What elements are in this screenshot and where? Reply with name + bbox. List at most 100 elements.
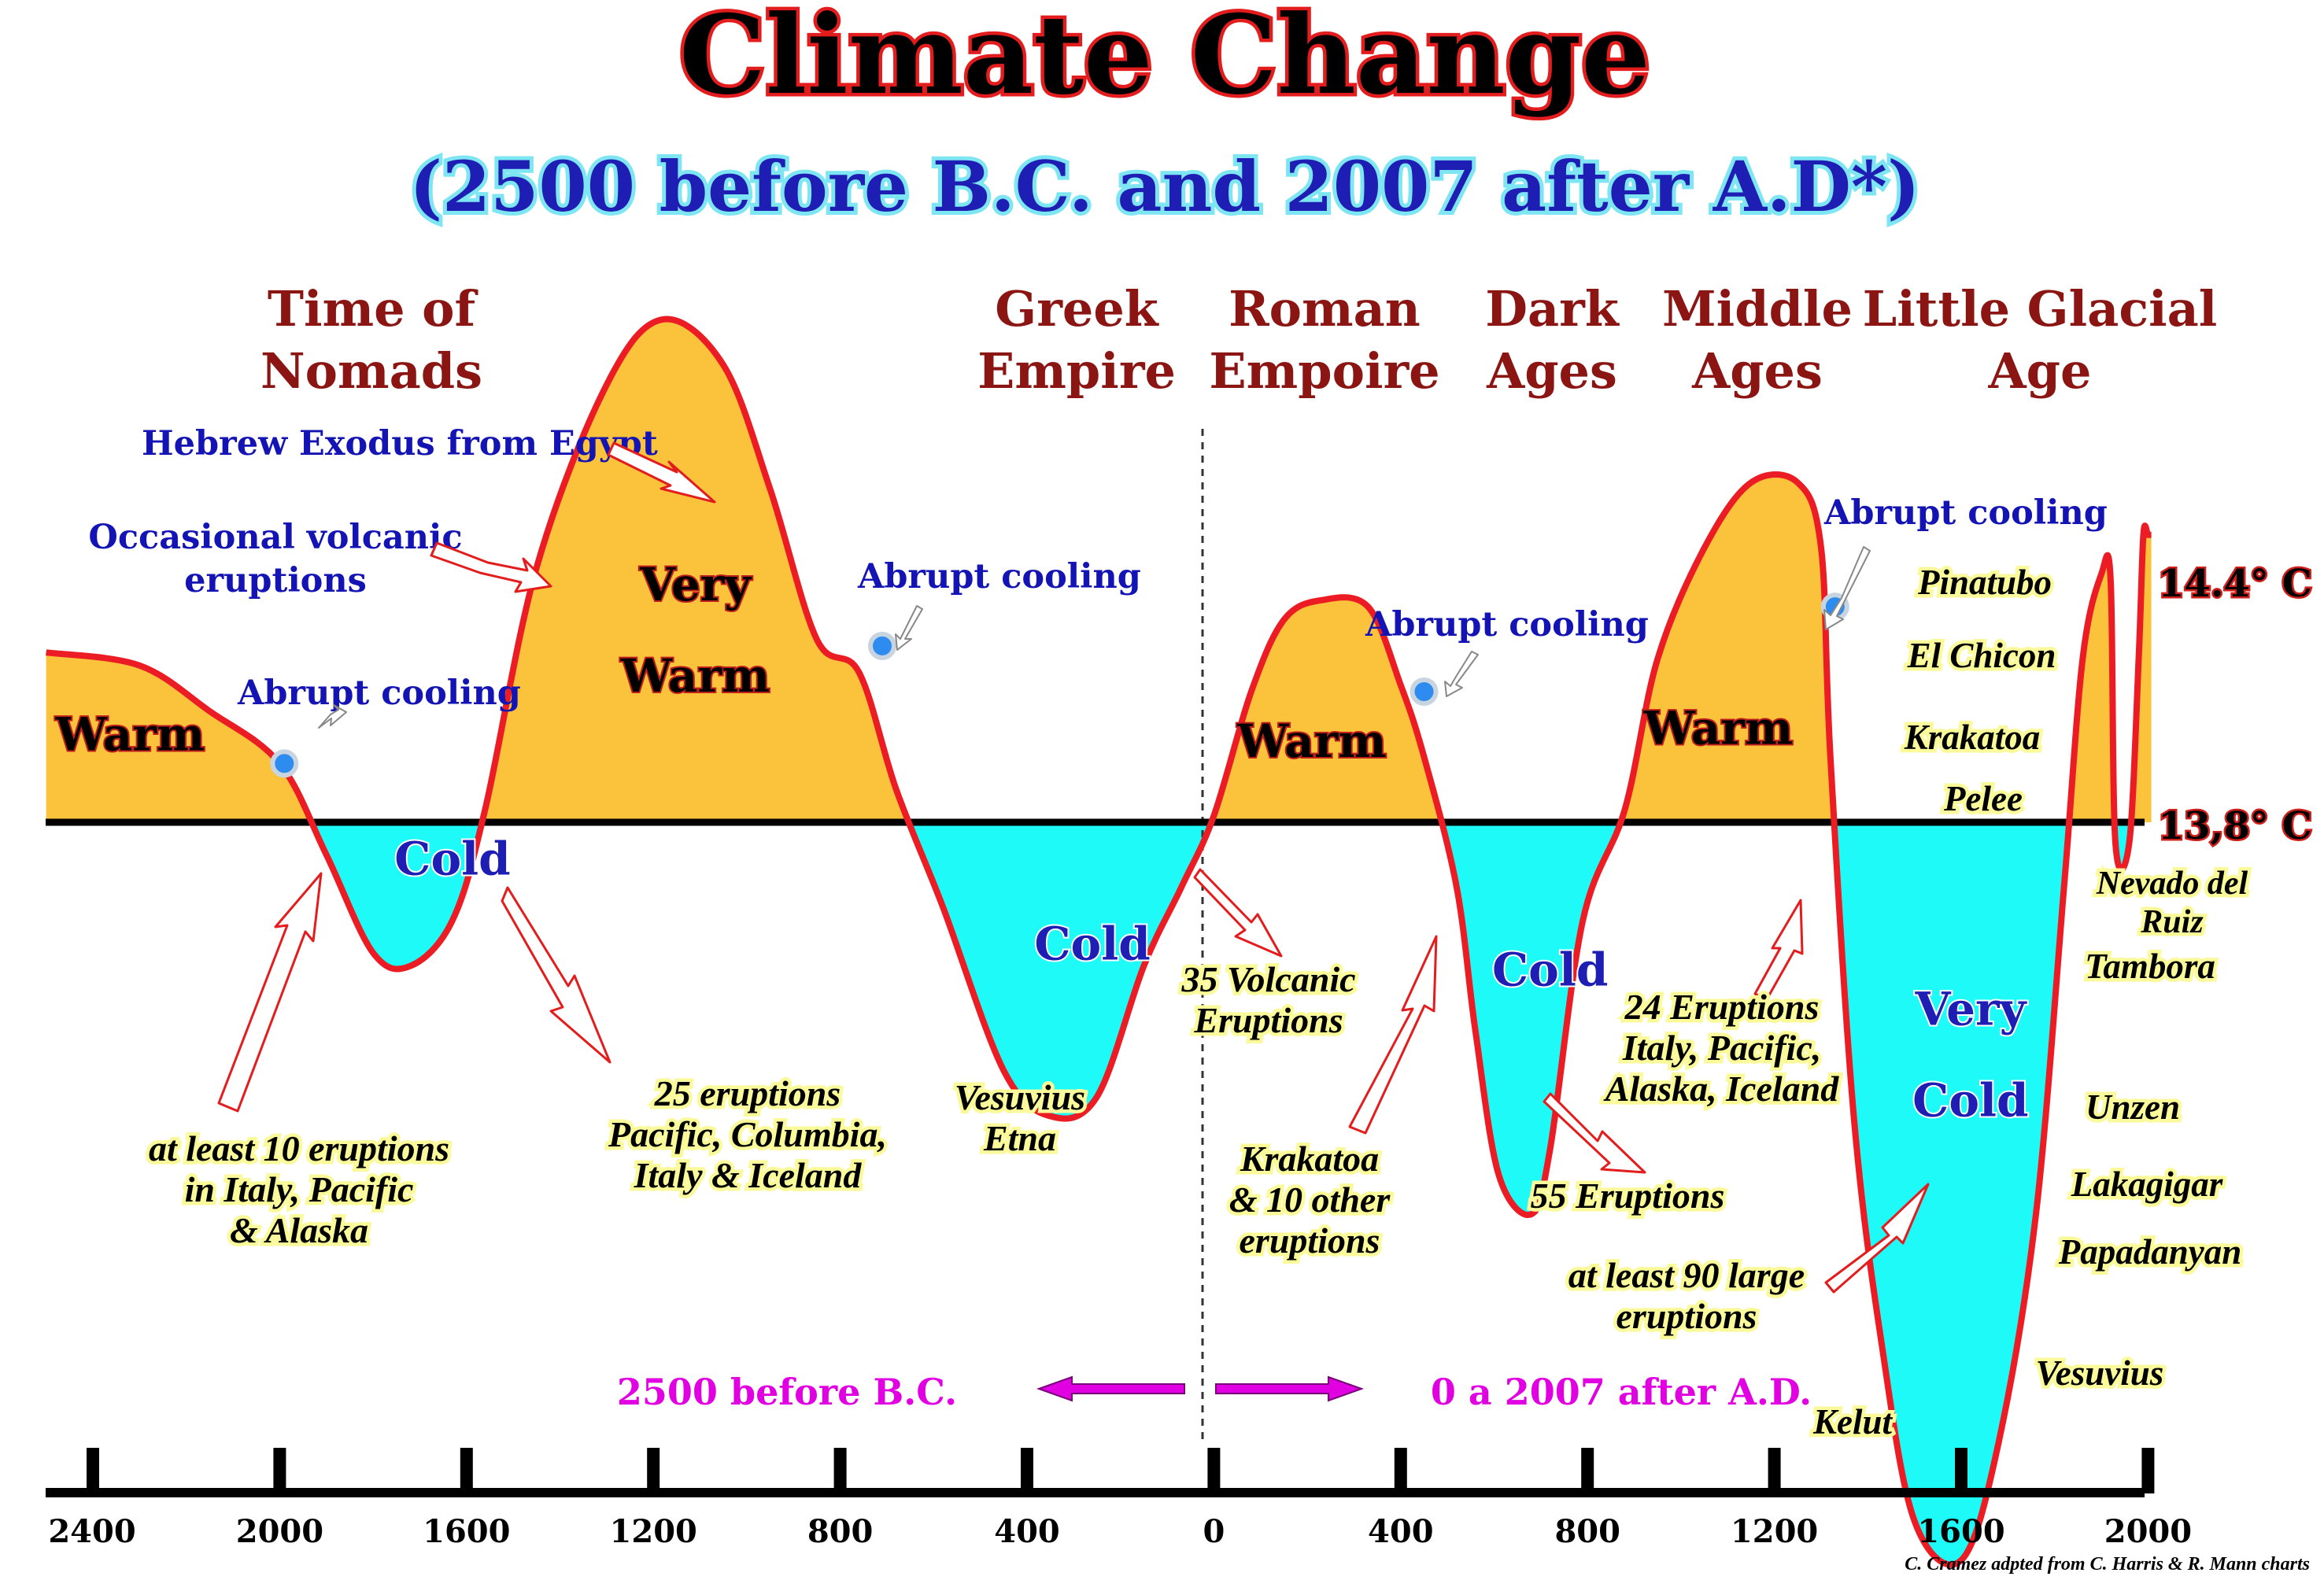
arrow-24-eruptions (1753, 899, 1804, 1001)
era-roman-line1: Roman (1229, 280, 1421, 338)
note-24-eruptions-line2: Italy, Pacific, (1622, 1028, 1821, 1068)
region-label-warm-5: Warm (1236, 714, 1387, 768)
x-tick-9 (1768, 1448, 1781, 1493)
volcano-vesuvius: Vesuvius (2036, 1353, 2164, 1393)
arrow-cooling-4 (1823, 546, 1871, 630)
x-tick-8 (1581, 1448, 1594, 1493)
abrupt-cooling-label-1: Abrupt cooling (237, 674, 521, 713)
region-label-cold-6: Cold (1492, 943, 1608, 997)
x-tick-6 (1207, 1448, 1221, 1493)
arrow-10-eruptions (217, 872, 323, 1113)
era-glacial-line1: Little Glacial (1863, 280, 2218, 338)
arrow-exodus (607, 441, 716, 504)
x-tick-1 (273, 1448, 286, 1493)
note-krakatoa-line2: & 10 other (1229, 1179, 1391, 1220)
chart-subtitle: (2500 before B.C. and 2007 after A.D*) (409, 146, 1919, 227)
arrow-35-eruptions (1193, 868, 1283, 958)
temperature-curve (46, 316, 2152, 1568)
note-90-eruptions-line1: at least 90 large (1568, 1255, 1805, 1295)
abrupt-cooling-label-3: Abrupt cooling (1365, 605, 1649, 644)
direction-arrows (1036, 1375, 1364, 1402)
note-90-eruptions-line2: eruptions (1616, 1296, 1757, 1336)
warm-area (46, 319, 2152, 822)
x-tick-label-6: 0 (1203, 1513, 1225, 1550)
note-24-eruptions-line1: 24 Eruptions (1624, 987, 1820, 1027)
cooling-marker-3 (1410, 677, 1439, 706)
arrow-volcanic (430, 541, 552, 593)
note-10-eruptions-line1: at least 10 eruptions (149, 1128, 449, 1168)
x-axis-ticks (87, 1448, 2155, 1493)
cooling-marker-1 (270, 749, 299, 778)
volcano-krakatoa: Krakatoa (1904, 718, 2041, 757)
volcano-nevado-line2: Ruiz (2140, 904, 2204, 940)
region-label-warm-7: Warm (1643, 701, 1794, 755)
note-krakatoa-line1: Krakatoa (1240, 1139, 1379, 1179)
volcano-papadanyan: Papadanyan (2058, 1232, 2242, 1272)
x-tick-label-1: 2000 (236, 1513, 323, 1550)
note-55-eruptions: 55 Eruptions (1531, 1176, 1725, 1216)
blue-annotations: Hebrew Exodus from Egypt Occasional volc… (88, 424, 2107, 713)
source-credit: C. Cramez adpted from C. Harris & R. Man… (1905, 1554, 2310, 1574)
era-dark-line2: Ages (1486, 342, 1617, 400)
x-tick-5 (1021, 1448, 1033, 1493)
direction-label-ad: 0 a 2007 after A.D. (1431, 1371, 1812, 1413)
x-tick-label-0: 2400 (48, 1513, 135, 1550)
pointer-arrows (217, 441, 1930, 1294)
region-label-cold-9: Cold (1912, 1074, 2028, 1128)
volcano-pelee: Pelee (1943, 779, 2023, 818)
volcano-lakagigar: Lakagigar (2071, 1165, 2223, 1204)
era-dark-line1: Dark (1485, 280, 1620, 338)
note-25-eruptions-line2: Pacific, Columbia, (608, 1114, 887, 1154)
cooling-marker-2 (868, 631, 896, 660)
chart-title: Climate Change (679, 0, 1650, 119)
x-tick-label-7: 400 (1368, 1513, 1434, 1550)
x-tick-4 (833, 1448, 847, 1493)
volcanic-label-line1: Occasional volcanic (88, 518, 462, 557)
region-labels: Warm Very Warm Cold Cold Warm Cold Warm Very Cold (54, 556, 2030, 1129)
note-10-eruptions-line3: & Alaska (230, 1210, 368, 1250)
arrow-right-ad (1215, 1375, 1364, 1402)
x-tick-label-3: 1200 (610, 1513, 697, 1550)
era-headers: Time of Nomads Greek Empire Roman Empoir… (260, 280, 2217, 400)
x-tick-label-4: 800 (807, 1513, 874, 1550)
x-tick-label-9: 1200 (1731, 1513, 1818, 1550)
x-tick-label-8: 800 (1554, 1513, 1620, 1550)
region-label-warm-2: Warm (620, 649, 770, 703)
x-tick-3 (647, 1448, 660, 1493)
x-tick-label-11: 2000 (2104, 1513, 2192, 1550)
volcano-tambora: Tambora (2085, 947, 2215, 986)
x-tick-0 (87, 1448, 99, 1493)
arrow-left-bc (1036, 1375, 1185, 1402)
era-middle-line1: Middle (1662, 280, 1853, 338)
x-axis: 2400 2000 1600 1200 800 400 0 400 800 1200 1600 200… (46, 1448, 2192, 1550)
x-tick-2 (460, 1448, 473, 1493)
x-tick-7 (1394, 1448, 1407, 1493)
note-35-eruptions-line1: 35 Volcanic (1180, 959, 1355, 999)
note-vesuvius-line2: Etna (983, 1118, 1056, 1158)
region-label-warm-0: Warm (55, 708, 205, 762)
region-label-cold-8: Very (1914, 982, 2027, 1035)
x-tick-label-2: 1600 (423, 1513, 510, 1550)
arrow-cooling-1 (318, 704, 347, 729)
x-axis-tick-labels: 2400 2000 1600 1200 800 400 0 400 800 1200 1600 200… (48, 1513, 2192, 1550)
arrow-90-eruptions (1824, 1183, 1930, 1294)
note-vesuvius-line1: Vesuvius (955, 1077, 1085, 1117)
era-nomads-line2: Nomads (260, 342, 482, 400)
direction-label-bc: 2500 before B.C. (617, 1371, 957, 1413)
note-10-eruptions-line2: in Italy, Pacific (185, 1169, 414, 1209)
arrow-krakatoa (1348, 935, 1438, 1135)
volcanic-label-line2: eruptions (184, 561, 367, 600)
region-label-cold-3: Cold (394, 832, 510, 885)
volcano-pinatubo: Pinatubo (1917, 563, 2052, 602)
era-glacial-line2: Age (1988, 342, 2092, 400)
arrow-cooling-3 (1444, 651, 1479, 697)
volcano-el-chicon: El Chicon (1907, 636, 2056, 675)
arrow-55-eruptions (1543, 1092, 1646, 1174)
abrupt-cooling-label-2: Abrupt cooling (857, 557, 1141, 596)
arrow-25-eruptions (501, 886, 611, 1064)
note-krakatoa-line3: eruptions (1240, 1220, 1380, 1261)
eruption-notes: at least 10 eruptions in Italy, Pacific … (145, 956, 1842, 1340)
region-label-cold-4: Cold (1034, 917, 1150, 970)
volcano-kelut: Kelut (1812, 1402, 1894, 1442)
note-35-eruptions-line2: Eruptions (1193, 1000, 1343, 1040)
